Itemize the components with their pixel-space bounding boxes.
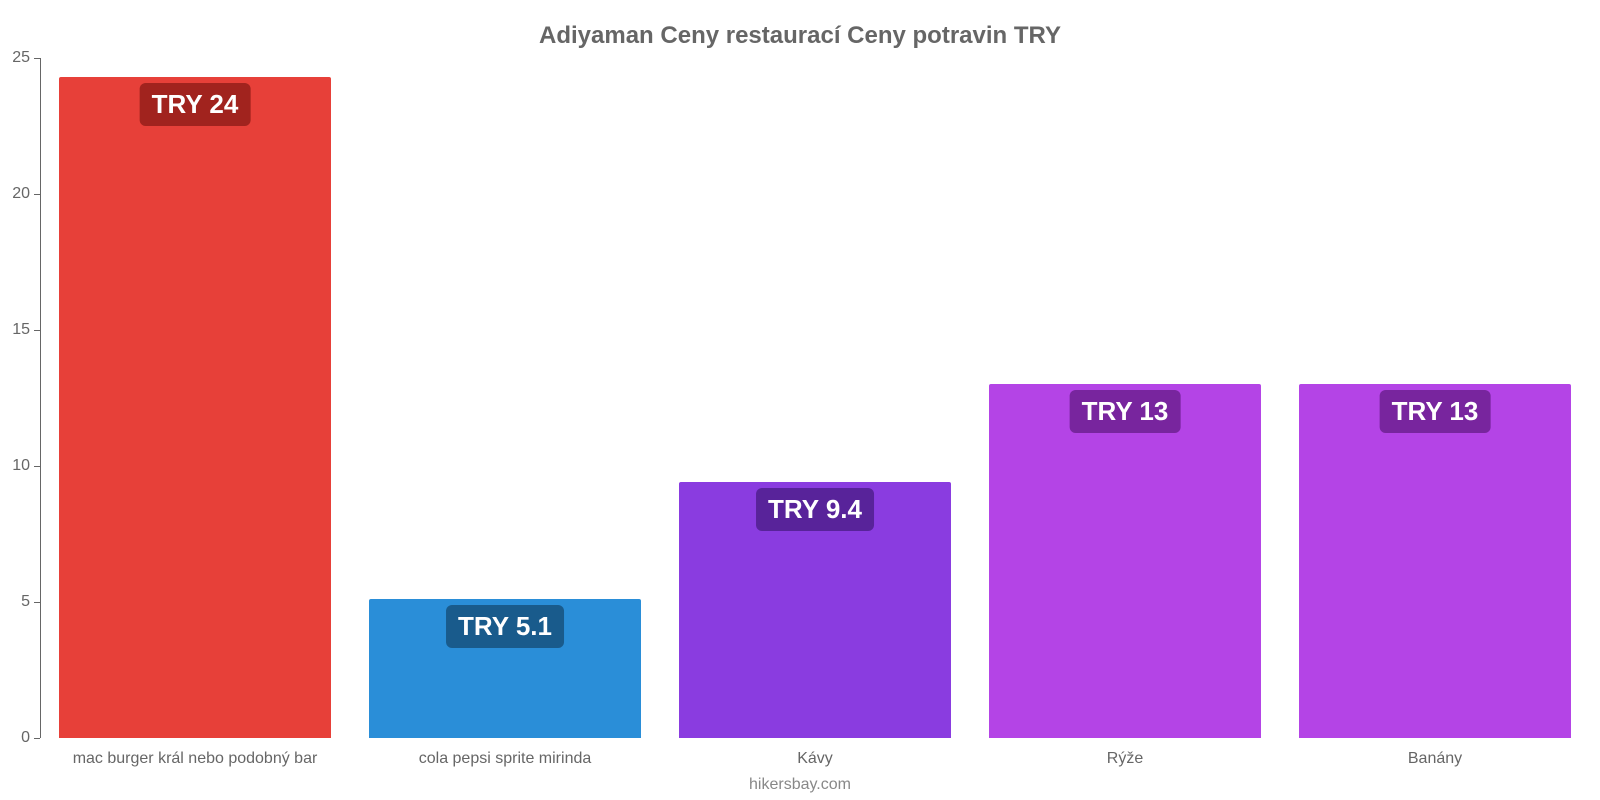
y-tick-label: 5	[0, 593, 30, 611]
y-tick-mark	[34, 194, 40, 195]
bar-value-badge: TRY 5.1	[446, 605, 564, 648]
price-chart: Adiyaman Ceny restaurací Ceny potravin T…	[0, 0, 1600, 800]
bars-layer: TRY 24 TRY 5.1 TRY 9.4 TRY 13 TRY 13	[40, 58, 1590, 738]
y-tick-label: 10	[0, 457, 30, 475]
y-tick-mark	[34, 330, 40, 331]
y-tick-label: 15	[0, 321, 30, 339]
y-tick-mark	[34, 738, 40, 739]
bar-value-badge: TRY 9.4	[756, 488, 874, 531]
y-tick-label: 20	[0, 185, 30, 203]
bar	[59, 77, 332, 738]
x-category-label: Rýže	[1107, 750, 1143, 768]
x-category-label: mac burger král nebo podobný bar	[73, 750, 318, 768]
chart-title: Adiyaman Ceny restaurací Ceny potravin T…	[0, 22, 1600, 50]
chart-caption: hikersbay.com	[0, 776, 1600, 794]
bar-value-badge: TRY 13	[1070, 390, 1181, 433]
x-category-label: Banány	[1408, 750, 1462, 768]
bar-value-badge: TRY 24	[140, 83, 251, 126]
bar-value-badge: TRY 13	[1380, 390, 1491, 433]
y-tick-label: 0	[0, 729, 30, 747]
y-tick-label: 25	[0, 49, 30, 67]
x-category-label: Kávy	[797, 750, 833, 768]
x-category-label: cola pepsi sprite mirinda	[419, 750, 592, 768]
bar	[989, 384, 1262, 738]
y-tick-mark	[34, 58, 40, 59]
plot-area: TRY 24 TRY 5.1 TRY 9.4 TRY 13 TRY 13	[40, 58, 1590, 738]
y-tick-mark	[34, 602, 40, 603]
bar	[1299, 384, 1572, 738]
y-tick-mark	[34, 466, 40, 467]
